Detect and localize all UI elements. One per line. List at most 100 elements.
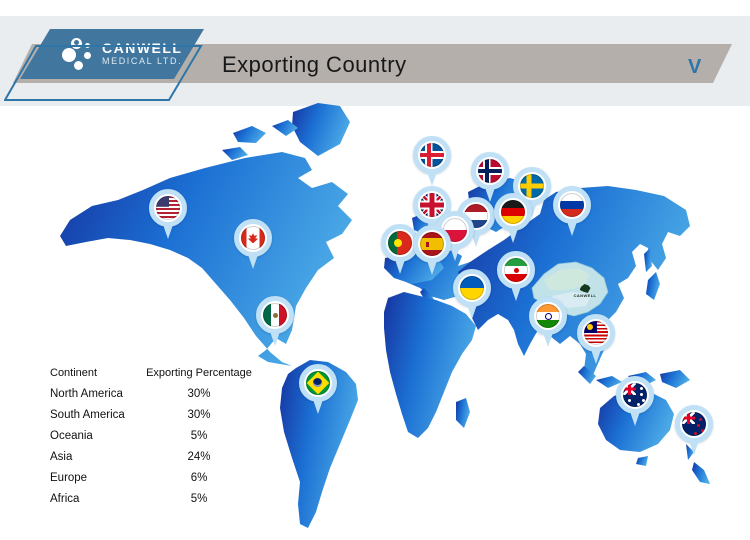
table-row: North America 30% [50, 383, 260, 404]
continent-cell: North America [50, 387, 123, 400]
pin-tail [313, 401, 323, 414]
flag-brazil-icon [306, 371, 330, 395]
flag-iceland-icon [420, 143, 444, 167]
col-header-continent: Continent [50, 366, 98, 379]
flag-iran-icon [504, 258, 528, 282]
pin-tail [467, 306, 477, 319]
pin-tail [543, 334, 553, 347]
flag-canada-icon [241, 226, 265, 250]
logo-subtitle: MEDICAL LTD. [102, 56, 183, 66]
pin-united-states [149, 189, 187, 245]
continent-cell: Asia [50, 450, 73, 463]
pin-ring [256, 296, 294, 334]
pin-iceland [413, 136, 451, 192]
percentage-cell: 30% [187, 387, 211, 400]
canwell-marker-label: CANWELL [573, 293, 597, 298]
flag-uk-icon [420, 193, 444, 217]
flag-usa-icon [156, 196, 180, 220]
page-title: Exporting Country [222, 52, 407, 77]
export-percentage-table: Continent Exporting Percentage North Ame… [50, 362, 260, 509]
pin-australia [616, 376, 654, 432]
pin-russia [553, 186, 591, 242]
table-header-row: Continent Exporting Percentage [50, 362, 260, 383]
pin-mexico [256, 296, 294, 352]
pin-tail [270, 333, 280, 346]
table-row: Europe 6% [50, 467, 260, 488]
pin-spain [413, 225, 451, 281]
pin-ring [413, 225, 451, 263]
pin-tail [427, 262, 437, 275]
percentage-cell: 5% [190, 492, 208, 505]
pin-ring [553, 186, 591, 224]
table-row: Oceania 5% [50, 425, 260, 446]
continent-cell: Oceania [50, 429, 93, 442]
table-row: South America 30% [50, 404, 260, 425]
flag-norway-icon [478, 159, 502, 183]
pin-ring [675, 405, 713, 443]
pin-tail [485, 189, 495, 202]
percentage-cell: 6% [190, 471, 208, 484]
pin-ring [577, 314, 615, 352]
pin-tail [527, 204, 537, 217]
pin-tail [567, 223, 577, 236]
pin-ring [529, 297, 567, 335]
pin-ring [299, 364, 337, 402]
pin-ring [616, 376, 654, 414]
flag-australia-icon [623, 383, 647, 407]
pin-ring [513, 167, 551, 205]
pin-ring [471, 152, 509, 190]
flag-spain-icon [420, 232, 444, 256]
canwell-logo-plate: CANWELL MEDICAL LTD. [20, 29, 204, 79]
pin-ring [497, 251, 535, 289]
pin-ring [413, 186, 451, 224]
pin-canada [234, 219, 272, 275]
continent-cell: South America [50, 408, 125, 421]
continent-cell: Europe [50, 471, 88, 484]
chevron-down-icon: V [688, 56, 702, 78]
pin-ring [413, 136, 451, 174]
pin-india [529, 297, 567, 353]
pin-tail [163, 226, 173, 239]
flag-portugal-icon [388, 231, 412, 255]
pin-iran [497, 251, 535, 307]
flag-malaysia-icon [584, 321, 608, 345]
pin-tail [450, 248, 460, 261]
pin-ukraine [453, 269, 491, 325]
pin-ring [234, 219, 272, 257]
flag-russia-icon [560, 193, 584, 217]
pin-tail [395, 261, 405, 274]
pin-new-zealand [675, 405, 713, 461]
flag-new-zealand-icon [682, 412, 706, 436]
percentage-cell: 24% [187, 450, 211, 463]
flag-sweden-icon [520, 174, 544, 198]
flag-germany-icon [501, 200, 525, 224]
pin-ring [453, 269, 491, 307]
pin-brazil [299, 364, 337, 420]
pin-ring [494, 193, 532, 231]
flag-mexico-icon [263, 303, 287, 327]
pin-tail [248, 256, 258, 269]
pin-norway [471, 152, 509, 208]
pin-ring [149, 189, 187, 227]
pin-tail [427, 173, 437, 186]
canwell-marker-icon [579, 284, 591, 293]
pin-tail [689, 442, 699, 455]
table-row: Africa 5% [50, 488, 260, 509]
pin-tail [508, 230, 518, 243]
logo-company-name: CANWELL [102, 40, 183, 56]
logo-text: CANWELL MEDICAL LTD. [102, 41, 183, 67]
china-canwell-marker: CANWELL [565, 284, 605, 298]
pin-tail [630, 413, 640, 426]
percentage-cell: 5% [190, 429, 208, 442]
col-header-percentage: Exporting Percentage [146, 366, 252, 379]
pin-tail [471, 234, 481, 247]
pin-tail [511, 288, 521, 301]
pin-sweden [513, 167, 551, 223]
flag-india-icon [536, 304, 560, 328]
percentage-cell: 30% [187, 408, 211, 421]
pin-germany [494, 193, 532, 249]
logo-outline-parallelogram [4, 45, 203, 101]
table-row: Asia 24% [50, 446, 260, 467]
pin-malaysia [577, 314, 615, 370]
